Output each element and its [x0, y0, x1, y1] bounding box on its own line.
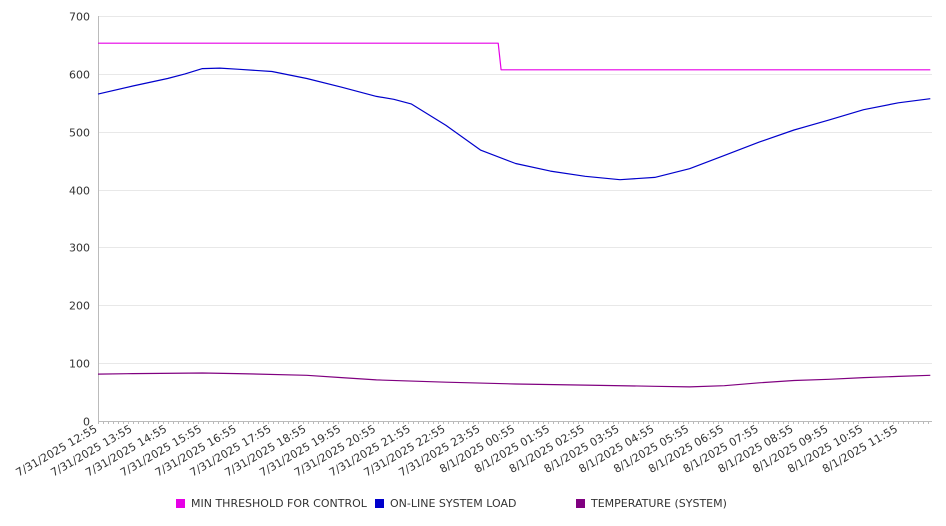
y-tick-label: 300 — [69, 242, 90, 255]
y-tick-label: 200 — [69, 300, 90, 313]
x-tick-labels: 7/31/2025 12:557/31/2025 13:557/31/2025 … — [14, 422, 900, 479]
series-line-system-load — [97, 67, 931, 181]
legend-swatch-min-threshold — [176, 499, 185, 508]
series-line-temperature — [97, 372, 931, 388]
y-tick-labels: 0 100 200 300 400 500 600 700 — [69, 11, 90, 429]
legend-label-min-threshold: MIN THRESHOLD FOR CONTROL — [191, 497, 367, 510]
legend-label-system-load: ON-LINE SYSTEM LOAD — [390, 497, 517, 510]
y-tick-label: 500 — [69, 127, 90, 140]
grid-lines — [98, 16, 932, 364]
axes — [98, 16, 932, 424]
legend: MIN THRESHOLD FOR CONTROL ON-LINE SYSTEM… — [0, 497, 946, 515]
legend-item-system-load: ON-LINE SYSTEM LOAD — [375, 497, 516, 510]
y-tick-label: 400 — [69, 185, 90, 198]
y-tick-label: 600 — [69, 69, 90, 82]
legend-swatch-system-load — [375, 499, 384, 508]
series-line-min-threshold — [98, 42, 931, 71]
legend-swatch-temperature — [576, 499, 585, 508]
legend-label-temperature: TEMPERATURE (SYSTEM) — [591, 497, 727, 510]
legend-item-temperature: TEMPERATURE (SYSTEM) — [576, 497, 727, 510]
legend-item-min-threshold: MIN THRESHOLD FOR CONTROL — [176, 497, 367, 510]
y-tick-label: 100 — [69, 358, 90, 371]
y-tick-label: 0 — [83, 416, 90, 429]
y-tick-label: 700 — [69, 11, 90, 24]
series-lines — [97, 42, 931, 388]
